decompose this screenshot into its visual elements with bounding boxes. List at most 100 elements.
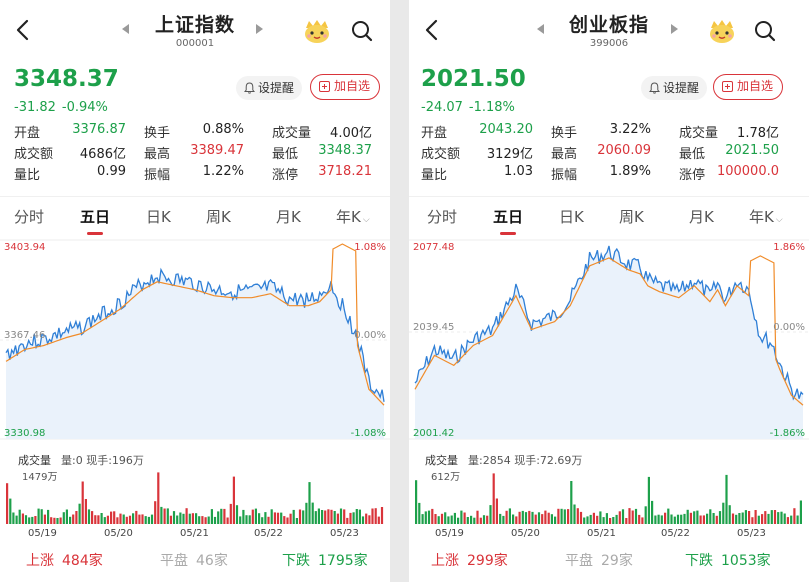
stat-label: 开盘 xyxy=(421,126,448,141)
volume-bar xyxy=(56,518,59,524)
volume-bar xyxy=(631,510,634,524)
volume-bar xyxy=(764,511,767,524)
stats-row: 开盘 2043.20 换手 3.22% 成交量 1.78亿 xyxy=(421,122,783,143)
volume-bar xyxy=(195,513,198,524)
tab-5[interactable]: 年K ⌵ xyxy=(749,208,783,226)
volume-label: 成交量 xyxy=(18,454,51,467)
volume-bar xyxy=(28,517,31,524)
stat-label: 最低 xyxy=(679,147,706,162)
chevron-down-icon: ⌵ xyxy=(362,215,370,225)
add-watchlist-button[interactable]: 加自选 xyxy=(713,74,784,100)
volume-bar xyxy=(609,518,612,524)
back-button[interactable] xyxy=(12,16,34,44)
volume-bar xyxy=(346,517,349,524)
axis-label-y-mid: 3367.46 xyxy=(4,330,45,341)
panel-chinext-index: 创业板指 399006 2021.50 -24.07 -1.18% 设提醒 加自选… xyxy=(409,0,809,582)
volume-bar xyxy=(91,511,94,524)
axis-label-pct-bottom: -1.08% xyxy=(351,428,386,439)
stat-label: 开盘 xyxy=(14,126,41,141)
prev-index-arrow[interactable] xyxy=(537,24,544,34)
back-button[interactable] xyxy=(421,16,443,44)
change-value: -24.07 xyxy=(421,100,463,115)
price-chart-svg: 2077.48 2039.45 2001.42 1.86% 0.00% -1.86% xyxy=(409,239,809,440)
volume-bar xyxy=(689,512,692,524)
volume-chart[interactable]: 1479万 xyxy=(0,468,390,526)
volume-bar xyxy=(62,512,65,524)
tab-1[interactable]: 五日 xyxy=(80,208,111,235)
price-chart[interactable]: 3403.94 3367.46 3330.98 1.08% 0.00% -1.08% xyxy=(0,232,390,447)
volume-bar xyxy=(790,515,793,524)
stat-label: 涨停 xyxy=(272,168,299,183)
volume-bar xyxy=(217,511,220,524)
search-icon[interactable] xyxy=(350,19,374,43)
volume-bar xyxy=(431,508,434,524)
volume-bar xyxy=(97,515,100,524)
stat-value: 1.03 xyxy=(504,164,533,179)
volume-bar xyxy=(463,512,466,524)
mascot-icon[interactable] xyxy=(707,18,737,44)
tab-3[interactable]: 周K xyxy=(619,208,644,226)
volume-bar xyxy=(634,508,638,524)
volume-bar xyxy=(308,482,311,524)
volume-bar xyxy=(605,513,608,524)
volume-bar xyxy=(415,480,418,524)
volume-bar xyxy=(450,515,453,524)
price-chart[interactable]: 2077.48 2039.45 2001.42 1.86% 0.00% -1.86% xyxy=(409,232,809,447)
stat-value: 3.22% xyxy=(609,122,651,137)
market-breadth: 上涨 299家 平盘 29家 下跌 1053家 xyxy=(409,546,809,576)
volume-bar xyxy=(207,516,210,524)
volume-bar xyxy=(531,511,534,524)
stats-row: 开盘 3376.87 换手 0.88% 成交量 4.00亿 xyxy=(14,122,376,143)
volume-bar xyxy=(374,508,377,524)
average-line xyxy=(414,255,804,406)
volume-bar xyxy=(541,514,544,524)
volume-bar xyxy=(87,509,91,524)
search-icon[interactable] xyxy=(753,19,777,43)
volume-bar xyxy=(583,517,586,524)
tab-4[interactable]: 月K xyxy=(689,208,714,226)
stat-label: 成交量 xyxy=(679,126,719,141)
volume-bar xyxy=(670,514,673,524)
price-line xyxy=(414,245,804,401)
volume-bar xyxy=(210,509,213,524)
volume-bar xyxy=(270,509,273,524)
volume-bar xyxy=(686,509,689,524)
volume-bar xyxy=(141,514,144,524)
volume-bar xyxy=(466,517,469,524)
volume-bar xyxy=(113,511,116,524)
date-tick: 05/20 xyxy=(104,528,133,539)
tab-5[interactable]: 年K ⌵ xyxy=(336,208,370,226)
volume-bar xyxy=(537,512,541,524)
tab-2[interactable]: 日K xyxy=(146,208,171,226)
prev-index-arrow[interactable] xyxy=(122,24,129,34)
volume-info: 量:2854 现手:72.69万 xyxy=(468,454,583,467)
axis-label-pct-top: 1.86% xyxy=(773,242,805,253)
next-index-arrow[interactable] xyxy=(671,24,678,34)
tab-4[interactable]: 月K xyxy=(276,208,301,226)
mascot-icon[interactable] xyxy=(302,18,332,44)
index-code: 399006 xyxy=(589,38,629,49)
volume-bar xyxy=(132,513,135,524)
price-change: -24.07 -1.18% xyxy=(421,100,521,115)
volume-bar xyxy=(182,513,185,524)
down-count: 1795家 xyxy=(318,553,368,569)
volume-bar xyxy=(100,513,103,524)
tab-1[interactable]: 五日 xyxy=(493,208,524,235)
tab-0[interactable]: 分时 xyxy=(427,208,458,226)
add-watchlist-button[interactable]: 加自选 xyxy=(310,74,381,100)
volume-bar xyxy=(380,507,384,524)
tab-3[interactable]: 周K xyxy=(206,208,231,226)
volume-chart[interactable]: 612万 xyxy=(409,468,809,526)
set-alert-button[interactable]: 设提醒 xyxy=(236,76,303,100)
volume-bar xyxy=(476,510,479,524)
tab-0[interactable]: 分时 xyxy=(14,208,45,226)
volume-bar xyxy=(579,511,583,524)
volume-bar xyxy=(264,512,267,524)
volume-bar xyxy=(534,514,537,524)
tab-2[interactable]: 日K xyxy=(559,208,584,226)
next-index-arrow[interactable] xyxy=(256,24,263,34)
set-alert-button[interactable]: 设提醒 xyxy=(641,76,708,100)
volume-bar xyxy=(251,509,254,524)
volume-bar xyxy=(473,517,476,524)
volume-bar xyxy=(188,513,191,524)
